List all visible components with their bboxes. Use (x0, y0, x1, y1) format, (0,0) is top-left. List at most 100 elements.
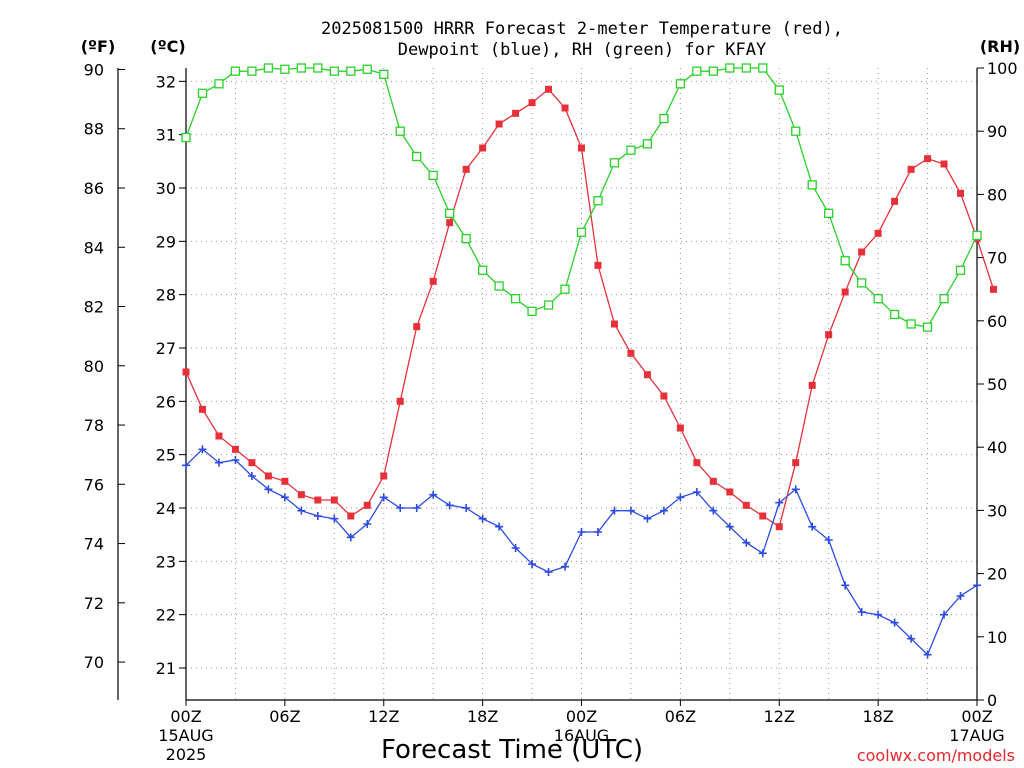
temperature-point (363, 501, 371, 509)
temperature-point (891, 197, 899, 205)
rh-point (560, 284, 570, 294)
temperature-point (198, 405, 206, 413)
rh-tick-label: 10 (987, 628, 1007, 647)
x-tick-label: 00Z (566, 707, 597, 726)
temperature-point (347, 512, 355, 520)
rh-tick-label: 100 (987, 59, 1018, 78)
dewpoint-point (182, 461, 190, 470)
temperature-point (775, 523, 783, 531)
rh-point (955, 265, 966, 275)
rh-point (461, 233, 471, 244)
temperature-point (429, 277, 437, 285)
axes (117, 67, 984, 706)
rh-point (840, 256, 850, 266)
temperature-point (924, 155, 932, 163)
rh-point (477, 265, 488, 275)
rh-tick-label: 30 (987, 501, 1007, 520)
dewpoint-point (890, 618, 899, 627)
dewpoint-point (956, 592, 965, 600)
fahrenheit-tick-label: 74 (84, 535, 104, 554)
dewpoint-point (280, 493, 289, 502)
fahrenheit-tick-label: 86 (84, 179, 104, 198)
temperature-point (545, 85, 553, 93)
dewpoint-point (462, 504, 471, 512)
temperature-point (594, 261, 602, 269)
temperature-point (578, 144, 585, 152)
dewpoint-point (445, 501, 454, 510)
chart-title-line2: Dewpoint (blue), RH (green) for KFAY (398, 40, 766, 60)
temperature-point (297, 491, 305, 499)
temperature-series (182, 85, 997, 531)
dewpoint-point (511, 544, 520, 552)
temperature-point (314, 496, 322, 504)
rh-point (181, 132, 191, 143)
rh-point (774, 85, 784, 95)
dewpoint-point (214, 458, 223, 467)
celsius-tick-label: 25 (156, 446, 176, 465)
dewpoint-point (874, 610, 883, 619)
dewpoint-point (610, 506, 619, 515)
temperature-point (709, 477, 717, 485)
temperature-point (610, 320, 618, 328)
dewpoint-point (692, 488, 701, 496)
rh-series (181, 63, 982, 332)
temperature-point (792, 459, 800, 467)
rh-tick-label: 20 (987, 565, 1007, 584)
dewpoint-point (412, 504, 421, 512)
celsius-tick-label: 29 (156, 232, 176, 251)
x-tick-year-label: 2025 (166, 745, 207, 764)
rh-point (247, 66, 257, 76)
temperature-point (726, 488, 734, 496)
temperature-point (676, 424, 684, 432)
temperature-point (989, 285, 997, 293)
rh-point (659, 113, 669, 124)
rh-point (708, 66, 718, 76)
rh-point (230, 66, 241, 76)
temperature-point (907, 165, 915, 173)
rh-point (379, 69, 389, 79)
temperature-point (330, 496, 338, 504)
temperature-point (215, 432, 223, 440)
temperature-point (858, 248, 866, 256)
celsius-tick-label: 28 (156, 286, 176, 305)
temperature-point (940, 160, 948, 168)
dewpoint-point (808, 522, 817, 531)
rh-point (692, 66, 702, 76)
celsius-tick-label: 21 (156, 659, 176, 678)
rh-point (906, 319, 916, 329)
x-tick-label: 18Z (862, 707, 893, 726)
x-tick-date-label: 16AUG (554, 726, 609, 745)
fahrenheit-unit-label: (ºF) (81, 37, 116, 56)
temperature-point (413, 323, 421, 331)
celsius-tick-label: 32 (156, 72, 176, 91)
dewpoint-series (182, 445, 981, 659)
rh-point (296, 63, 307, 73)
grid-lines (186, 68, 977, 700)
temperature-point (808, 381, 816, 389)
rh-point (791, 126, 801, 136)
rh-point (543, 300, 554, 310)
x-tick-date-label: 17AUG (949, 726, 1004, 745)
dewpoint-point (544, 568, 553, 576)
fahrenheit-tick-label: 72 (84, 594, 104, 613)
fahrenheit-tick-label: 70 (84, 653, 104, 672)
x-tick-label: 06Z (665, 707, 696, 726)
dewpoint-point (659, 506, 668, 515)
dewpoint-point (495, 522, 504, 531)
temperature-point (495, 120, 503, 128)
rh-tick-label: 70 (987, 249, 1007, 268)
rh-point (329, 66, 339, 76)
rh-point (280, 64, 290, 74)
x-tick-date-label: 15AUG (158, 726, 213, 745)
dewpoint-point (791, 485, 800, 494)
rh-point (412, 151, 422, 162)
rh-point (527, 306, 537, 316)
dewpoint-point (330, 514, 339, 523)
x-tick-label: 18Z (467, 707, 498, 726)
celsius-tick-label: 31 (156, 126, 176, 145)
temperature-point (528, 99, 536, 107)
dewpoint-point (725, 522, 734, 531)
rh-point (856, 278, 867, 288)
rh-point (642, 139, 653, 149)
rh-point (197, 88, 208, 98)
